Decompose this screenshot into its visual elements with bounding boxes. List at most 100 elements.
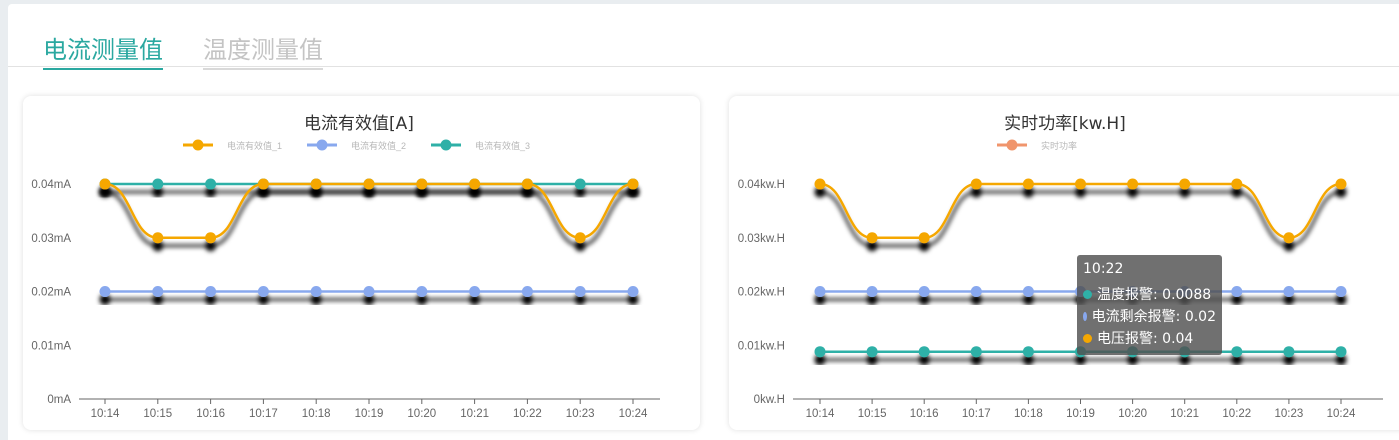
power-chart-card: 实时功率[kw.H] 实时功率 0kw.H 0.01kw.H 0.02kw.H 0.03k… — [729, 96, 1399, 430]
y-tick-label: 0.02mA — [31, 287, 71, 299]
y-tick-label: 0.01mA — [31, 340, 71, 352]
x-tick-label: 10:16 — [196, 408, 225, 420]
legend-label: 电流有效值_1 — [227, 140, 282, 151]
data-point — [866, 232, 878, 244]
data-point — [152, 232, 164, 244]
data-point — [866, 346, 878, 358]
y-tick-label: 0.02kw.H — [738, 287, 785, 299]
data-point — [257, 178, 269, 190]
x-tick-label: 10:20 — [407, 408, 436, 420]
tooltip-row-label: 电压报警: 0.04 — [1097, 331, 1194, 347]
data-point — [469, 286, 481, 297]
data-point — [814, 178, 826, 190]
x-tick-label: 10:21 — [460, 408, 489, 420]
tooltip-row-label: 电流剩余报警: 0.02 — [1091, 309, 1216, 325]
data-point — [521, 286, 533, 297]
x-tick-label: 10:22 — [1222, 408, 1251, 420]
tooltip-row: 温度报警: 0.0088 — [1083, 283, 1216, 305]
legend-label: 实时功率 — [1041, 140, 1077, 151]
tooltip-row: 电流剩余报警: 0.02 — [1083, 305, 1216, 327]
data-point — [363, 286, 375, 297]
current-chart-card: 电流有效值[A] 电流有效值_1 电流有效值_2 电流有效值_3 0mA 0.01mA 0.… — [23, 96, 700, 430]
data-point — [918, 346, 930, 358]
data-point — [627, 286, 639, 297]
data-point — [627, 178, 639, 190]
data-point — [152, 286, 164, 297]
x-tick-label: 10:18 — [302, 408, 331, 420]
data-point — [1179, 178, 1191, 190]
data-point — [918, 232, 930, 244]
y-tick-label: 0.04kw.H — [738, 179, 785, 191]
tab-divider — [8, 66, 1399, 67]
data-point — [469, 178, 481, 190]
x-tick-label: 10:20 — [1118, 408, 1147, 420]
x-tick-label: 10:24 — [1327, 408, 1356, 420]
tooltip-dot — [1083, 311, 1087, 321]
x-tick-label: 10:14 — [806, 408, 835, 420]
y-tick-label: 0.03kw.H — [738, 233, 785, 245]
y-tick-label: 0.01kw.H — [738, 340, 785, 352]
data-point — [1022, 286, 1034, 297]
y-tick-label: 0mA — [47, 394, 71, 406]
x-tick-label: 10:17 — [249, 408, 278, 420]
legend-swatch-dot — [316, 139, 328, 151]
x-tick-label: 10:15 — [858, 408, 887, 420]
legend-swatch-dot — [192, 139, 204, 151]
data-point — [99, 286, 111, 297]
data-point — [1231, 286, 1243, 297]
data-point — [1335, 178, 1347, 190]
legend-swatch-dot — [1006, 139, 1018, 151]
x-tick-label: 10:14 — [91, 408, 120, 420]
x-tick-label: 10:18 — [1014, 408, 1043, 420]
chart-title: 电流有效值[A] — [304, 114, 414, 134]
series-line — [104, 182, 634, 240]
x-tick-label: 10:19 — [355, 408, 384, 420]
series-2 — [99, 286, 639, 297]
data-point — [310, 178, 322, 190]
data-point — [970, 346, 982, 358]
tooltip-dot — [1083, 333, 1092, 343]
data-point — [1283, 232, 1295, 244]
data-point — [574, 232, 586, 244]
data-point — [363, 178, 375, 190]
legend-swatch-dot — [440, 139, 452, 151]
data-point — [310, 286, 322, 297]
data-point — [574, 178, 586, 190]
chart-title: 实时功率[kw.H] — [1004, 114, 1126, 134]
tooltip-row: 电压报警: 0.04 — [1083, 327, 1216, 349]
tab-temperature-measurement[interactable]: 温度测量值 — [203, 34, 323, 70]
data-point — [574, 286, 586, 297]
data-point — [1022, 346, 1034, 358]
x-tick-label: 10:23 — [1275, 408, 1304, 420]
x-tick-label: 10:23 — [566, 408, 595, 420]
data-point — [1283, 346, 1295, 358]
legend-label: 电流有效值_3 — [475, 140, 530, 151]
data-point — [205, 178, 217, 190]
y-tick-label: 0.03mA — [31, 233, 71, 245]
data-point — [814, 346, 826, 358]
tab-current-measurement[interactable]: 电流测量值 — [43, 34, 163, 70]
x-tick-label: 10:17 — [962, 408, 991, 420]
y-tick-label: 0kw.H — [754, 394, 785, 406]
data-point — [814, 286, 826, 297]
series-1 — [99, 178, 639, 244]
data-point — [1075, 178, 1086, 190]
x-tick-label: 10:19 — [1066, 408, 1095, 420]
data-point — [1127, 178, 1139, 190]
current-chart: 电流有效值[A] 电流有效值_1 电流有效值_2 电流有效值_3 0mA 0.01mA 0.… — [31, 114, 660, 420]
x-tick-label: 10:16 — [910, 408, 939, 420]
y-tick-label: 0.04mA — [31, 179, 71, 191]
data-point — [1335, 346, 1347, 358]
data-point — [205, 286, 217, 297]
x-tick-label: 10:24 — [619, 408, 648, 420]
series-line — [819, 182, 1342, 240]
x-tick-label: 10:22 — [513, 408, 542, 420]
data-point — [1335, 286, 1347, 297]
data-point — [416, 178, 428, 190]
power-chart: 实时功率[kw.H] 实时功率 0kw.H 0.01kw.H 0.02kw.H 0.03k… — [738, 114, 1383, 420]
data-point — [1231, 178, 1243, 190]
data-point — [99, 178, 111, 190]
data-point — [1022, 178, 1034, 190]
x-tick-label: 10:15 — [143, 408, 172, 420]
tooltip-dot — [1083, 289, 1092, 299]
